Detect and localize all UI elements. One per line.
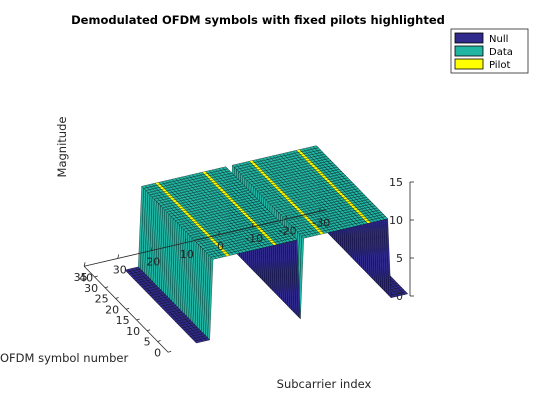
x-tick-mark: [150, 246, 153, 251]
y-tick-label: 20: [105, 303, 119, 316]
y-tick-label: 5: [144, 336, 151, 349]
y-tick-label: 0: [154, 346, 161, 359]
y-tick-mark: [125, 307, 130, 310]
z-tick-label: 10: [389, 214, 403, 227]
y-tick-mark: [167, 350, 172, 353]
x-tick-mark: [318, 207, 321, 212]
x-tick-label: 20: [146, 256, 160, 269]
y-tick-mark: [94, 275, 98, 278]
x-tick-mark: [117, 254, 120, 259]
x-tick-mark: [184, 238, 187, 243]
y-tick-label: 30: [84, 282, 98, 295]
z-tick-label: 5: [396, 252, 403, 265]
y-axis-label: OFDM symbol number: [0, 351, 128, 365]
y-tick-label: 25: [95, 293, 109, 306]
legend-swatch-pilot: [454, 58, 484, 70]
legend-label-data: Data: [489, 47, 513, 58]
x-tick-mark: [83, 262, 86, 267]
y-tick-label: 15: [116, 314, 130, 327]
y-tick-mark: [157, 340, 161, 342]
x-tick-label: -10: [245, 232, 263, 245]
surface-plot: [124, 145, 409, 344]
legend-label-null: Null: [489, 34, 508, 45]
legend-swatch-null: [454, 32, 484, 44]
z-tick-label: 15: [389, 176, 403, 189]
x-tick-label: 10: [180, 248, 194, 261]
x-tick-label: 30: [113, 263, 127, 276]
x-tick-label: -20: [279, 224, 297, 237]
surface-cell: [193, 339, 200, 344]
y-tick-mark: [136, 318, 140, 321]
x-tick-mark: [251, 223, 254, 228]
x-tick-label: -30: [312, 217, 330, 230]
legend-label-pilot: Pilot: [489, 60, 510, 71]
x-tick-label: 40: [79, 271, 93, 284]
y-tick-mark: [146, 329, 151, 332]
x-tick-mark: [218, 230, 220, 236]
z-tick-label: 0: [396, 290, 403, 303]
y-tick-mark: [115, 297, 119, 299]
chart-title: Demodulated OFDM symbols with fixed pilo…: [71, 13, 445, 27]
legend-swatch-data: [454, 45, 484, 57]
legend: Null Data Pilot: [450, 28, 529, 74]
x-tick-mark: [285, 215, 288, 220]
y-tick-label: 35: [74, 271, 88, 284]
y-tick-mark: [104, 286, 109, 289]
y-tick-label: 10: [126, 325, 140, 338]
x-tick-label: 0: [217, 240, 224, 253]
x-axis-label: Subcarrier index: [277, 377, 372, 391]
z-axis-label: Magnitude: [55, 117, 69, 178]
